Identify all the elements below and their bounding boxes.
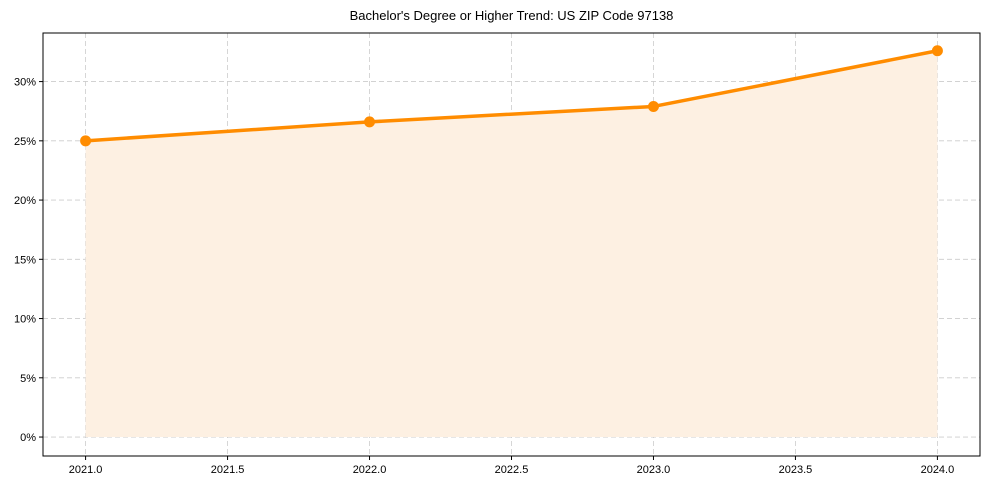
data-point-marker <box>647 100 659 112</box>
x-tick-label: 2023.0 <box>637 464 671 476</box>
y-axis: 0% 5% 10% 15% 20% 25% 30% <box>14 77 43 444</box>
y-tick-label: 30% <box>14 77 36 89</box>
y-tick-label: 10% <box>14 314 36 326</box>
x-tick-label: 2021.0 <box>69 464 103 476</box>
data-point-marker <box>80 135 92 147</box>
x-tick-label: 2021.5 <box>211 464 245 476</box>
y-tick-label: 20% <box>14 195 36 207</box>
y-tick-label: 0% <box>20 432 36 444</box>
chart-title: Bachelor's Degree or Higher Trend: US ZI… <box>349 8 674 23</box>
x-tick-label: 2023.5 <box>779 464 813 476</box>
y-tick-label: 25% <box>14 136 36 148</box>
x-axis: 2021.0 2021.5 2022.0 2022.5 2023.0 2023.5 2024… <box>69 456 954 476</box>
x-tick-label: 2022.5 <box>495 464 529 476</box>
x-tick-label: 2022.0 <box>353 464 387 476</box>
data-point-marker <box>931 45 943 57</box>
data-point-marker <box>364 116 376 128</box>
y-tick-label: 5% <box>20 373 36 385</box>
area-fill <box>85 50 938 438</box>
y-tick-label: 15% <box>14 254 36 266</box>
x-tick-label: 2024.0 <box>921 464 955 476</box>
data-markers <box>80 45 943 147</box>
data-line <box>83 49 940 143</box>
